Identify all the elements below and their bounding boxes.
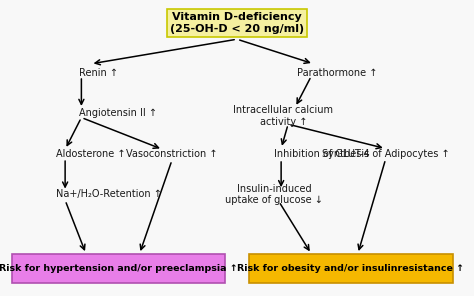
Text: Parathormone ↑: Parathormone ↑ bbox=[297, 67, 378, 78]
Text: Vitamin D-deficiency
(25-OH-D < 20 ng/ml): Vitamin D-deficiency (25-OH-D < 20 ng/ml… bbox=[170, 12, 304, 34]
Text: Na+/H₂O-Retention ↑: Na+/H₂O-Retention ↑ bbox=[56, 189, 162, 200]
Text: Intracellular calcium
activity ↑: Intracellular calcium activity ↑ bbox=[234, 105, 333, 127]
Text: Risk for hypertension and/or preeclampsia ↑: Risk for hypertension and/or preeclampsi… bbox=[0, 264, 238, 273]
Text: Inhibition of GLUT-4: Inhibition of GLUT-4 bbox=[274, 149, 370, 159]
FancyBboxPatch shape bbox=[12, 254, 226, 283]
Text: Renin ↑: Renin ↑ bbox=[79, 67, 118, 78]
Text: Aldosterone ↑: Aldosterone ↑ bbox=[56, 149, 125, 159]
Text: Angiotensin II ↑: Angiotensin II ↑ bbox=[79, 108, 157, 118]
Text: Synthesis of Adipocytes ↑: Synthesis of Adipocytes ↑ bbox=[322, 149, 449, 159]
Text: Vasoconstriction ↑: Vasoconstriction ↑ bbox=[126, 149, 218, 159]
Text: Risk for obesity and/or insulinresistance ↑: Risk for obesity and/or insulinresistanc… bbox=[237, 264, 465, 273]
Text: Insulin-induced
uptake of glucose ↓: Insulin-induced uptake of glucose ↓ bbox=[225, 184, 323, 205]
FancyBboxPatch shape bbox=[248, 254, 453, 283]
